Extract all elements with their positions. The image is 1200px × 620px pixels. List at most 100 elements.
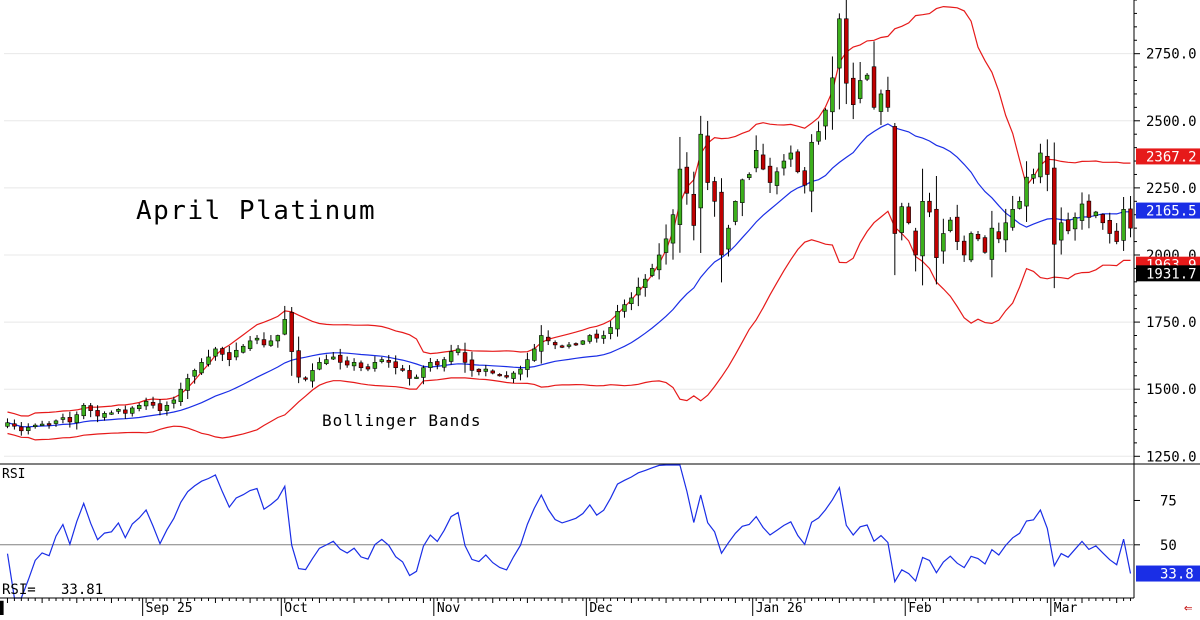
candle — [1031, 168, 1036, 184]
candle — [885, 76, 891, 112]
candle-body — [885, 90, 891, 108]
candle — [455, 345, 461, 356]
candle — [428, 357, 433, 372]
candle-body — [982, 237, 988, 253]
candle — [490, 369, 495, 375]
candle-body — [136, 404, 142, 409]
candle-body — [649, 268, 655, 276]
candle-body — [539, 335, 544, 352]
candle — [539, 325, 544, 364]
candle-body — [476, 368, 482, 373]
candle — [643, 274, 648, 297]
candle — [448, 344, 454, 365]
candle-body — [726, 227, 731, 250]
candle-body — [414, 376, 419, 379]
candle-body — [303, 377, 308, 380]
candle-body — [677, 168, 683, 225]
candle-body — [421, 367, 426, 378]
candle — [747, 172, 752, 181]
candle — [19, 422, 24, 436]
candle-body — [525, 359, 530, 370]
candle-body — [164, 404, 170, 411]
candle-body — [81, 404, 86, 417]
candle-body — [601, 335, 606, 339]
candle-body — [289, 312, 294, 352]
candle — [26, 423, 31, 435]
candle — [712, 176, 717, 217]
candle — [358, 360, 364, 372]
candle — [587, 334, 593, 344]
candle — [1045, 139, 1050, 192]
candle-body — [615, 311, 620, 330]
candle — [310, 363, 315, 388]
candle — [206, 349, 211, 367]
candle — [81, 403, 86, 420]
back-arrow-icon[interactable]: ⇐ — [1184, 600, 1192, 616]
candle — [532, 343, 537, 362]
candle-body — [594, 333, 599, 339]
candle — [913, 227, 918, 272]
candle-body — [185, 378, 190, 391]
candle — [580, 340, 586, 346]
candle-body — [116, 409, 121, 412]
candle — [213, 346, 218, 361]
candle — [996, 222, 1002, 244]
candle-body — [1100, 214, 1106, 224]
candle-body — [386, 359, 391, 363]
candle — [1100, 213, 1106, 230]
candle-body — [545, 336, 551, 342]
candle — [663, 224, 669, 265]
candle-body — [892, 126, 898, 234]
x-tick-label: Mar — [1054, 601, 1078, 616]
candle-body — [747, 174, 752, 178]
candle — [1024, 161, 1029, 222]
candle-body — [781, 160, 787, 169]
candle — [649, 263, 655, 278]
candle — [1121, 197, 1126, 251]
candle-body — [636, 286, 641, 296]
candle — [462, 342, 468, 373]
candle-body — [684, 166, 690, 194]
candle-body — [698, 133, 703, 209]
candle-body — [483, 368, 489, 372]
price-label-box — [1136, 202, 1200, 219]
candle — [705, 120, 710, 191]
candle-body — [663, 238, 669, 253]
candle-body — [74, 414, 79, 423]
candle — [220, 346, 225, 362]
candle — [74, 411, 79, 430]
price-axis: 2750.02500.02250.02000.01750.01500.01250… — [0, 0, 1200, 598]
bollinger-bands-annotation: Bollinger Bands — [322, 411, 482, 430]
candle-body — [580, 340, 586, 345]
candle — [684, 152, 690, 205]
candle — [469, 351, 475, 377]
price-tick-label: 1500.0 — [1146, 382, 1197, 398]
rsi-title: RSI — [2, 467, 25, 482]
candle — [157, 399, 163, 416]
candle — [379, 356, 385, 364]
candle — [88, 403, 93, 418]
candle — [629, 292, 634, 311]
candle — [857, 62, 863, 104]
candle-body — [719, 191, 724, 256]
candle — [878, 89, 884, 125]
candle-body — [989, 227, 995, 260]
candle-body — [629, 297, 634, 305]
candle-body — [1107, 220, 1112, 234]
price-label-text: 2367.2 — [1146, 149, 1197, 165]
candle — [552, 340, 558, 350]
candle — [927, 192, 932, 218]
candle — [268, 335, 274, 347]
candle-body — [442, 359, 447, 368]
candle-body — [1072, 217, 1078, 230]
candle — [726, 224, 731, 257]
candle-body — [351, 362, 357, 367]
candle — [941, 218, 946, 264]
candle — [920, 168, 925, 286]
candle — [476, 368, 482, 376]
candle-body — [275, 335, 281, 342]
candle-body — [1024, 176, 1029, 207]
candle-body — [518, 368, 523, 375]
candle — [1093, 210, 1099, 219]
candle-body — [268, 340, 274, 346]
